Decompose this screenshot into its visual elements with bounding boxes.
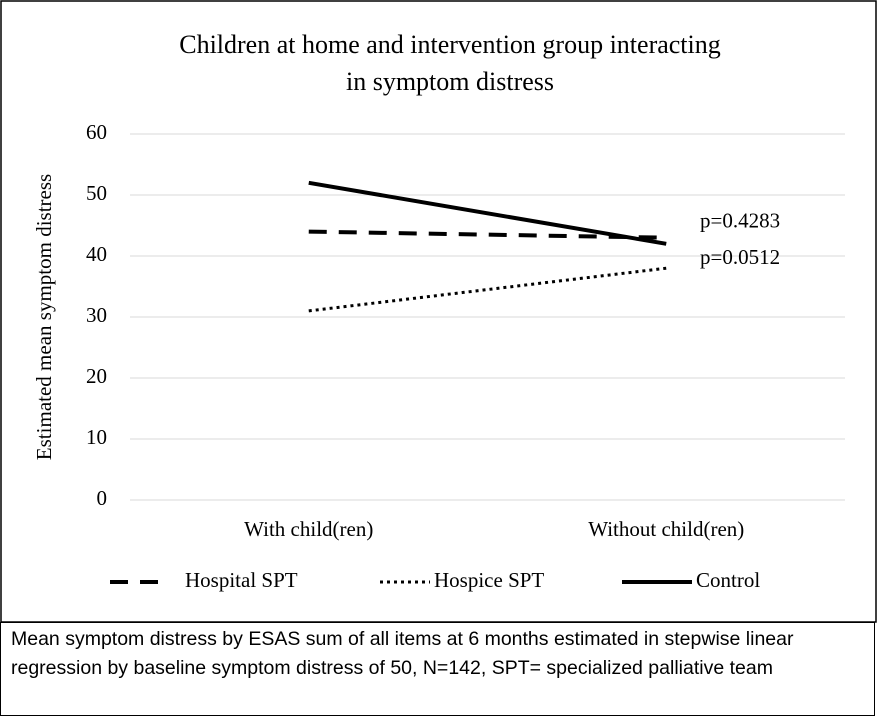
chart-border <box>0 0 877 623</box>
caption: Mean symptom distress by ESAS sum of all… <box>0 622 875 716</box>
x-tick-label: Without child(ren) <box>588 517 744 541</box>
y-tick-label: 50 <box>86 181 107 205</box>
y-tick-label: 10 <box>86 425 107 449</box>
chart: Children at home and intervention group … <box>0 0 877 623</box>
y-tick-label: 20 <box>86 364 107 388</box>
line <box>308 180 667 246</box>
y-tick-label: 0 <box>97 486 108 510</box>
y-tick-label: 30 <box>86 303 107 327</box>
y-tick-label: 40 <box>86 242 107 266</box>
legend-label: Hospital SPT <box>185 568 298 592</box>
chart-title: Children at home and intervention group … <box>179 30 721 59</box>
x-tick-label: With child(ren) <box>244 517 373 541</box>
y-tick-label: 60 <box>86 120 107 144</box>
annotation: p=0.0512 <box>700 245 780 269</box>
y-axis-label: Estimated mean symptom distress <box>32 174 56 460</box>
legend-label: Control <box>696 568 760 592</box>
annotation: p=0.4283 <box>700 209 780 233</box>
legend-label: Hospice SPT <box>434 568 544 592</box>
chart-title: in symptom distress <box>346 67 554 96</box>
